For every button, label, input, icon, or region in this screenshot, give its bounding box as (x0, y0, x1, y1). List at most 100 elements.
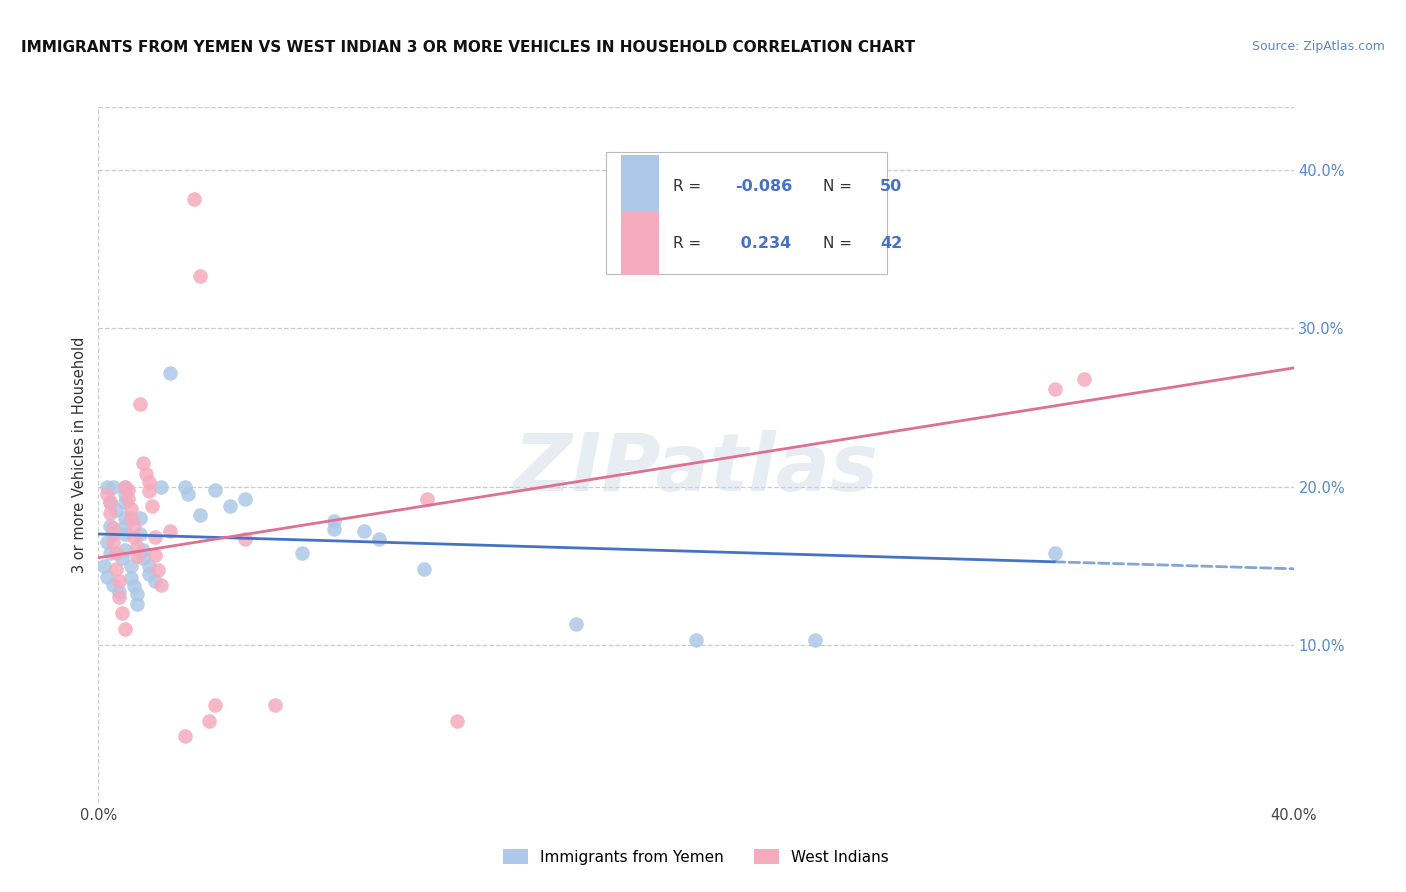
Point (114, 622, 136, 636)
Point (135, 467, 157, 481)
Point (174, 479, 197, 493)
Point (96, 534, 118, 549)
Point (105, 562, 128, 576)
Point (114, 479, 136, 493)
Point (263, 698, 285, 712)
Point (98, 507, 122, 521)
Point (219, 499, 242, 513)
Point (132, 456, 155, 470)
Point (129, 397, 152, 411)
Point (96, 479, 118, 493)
Point (129, 511, 152, 525)
Point (111, 606, 134, 620)
Text: 50: 50 (880, 179, 903, 194)
Point (103, 577, 125, 591)
Point (124, 530, 146, 544)
Text: Source: ZipAtlas.com: Source: ZipAtlas.com (1251, 40, 1385, 54)
Point (1043, 382, 1066, 396)
Point (138, 475, 160, 489)
Point (108, 591, 131, 605)
Point (138, 558, 160, 573)
Point (120, 501, 142, 516)
Point (183, 192, 205, 206)
Point (132, 542, 155, 557)
Point (565, 617, 588, 632)
Point (188, 269, 211, 284)
Point (124, 519, 146, 533)
Point (1043, 546, 1066, 560)
Point (105, 503, 128, 517)
Text: -0.086: -0.086 (735, 179, 793, 194)
Text: 0.234: 0.234 (735, 236, 792, 251)
Point (108, 585, 131, 599)
Text: N =: N = (823, 179, 856, 194)
Point (120, 511, 142, 525)
Point (98, 495, 122, 509)
Point (141, 499, 163, 513)
Point (353, 524, 375, 538)
Point (143, 574, 166, 589)
Point (127, 549, 149, 563)
Text: N =: N = (823, 236, 856, 251)
Point (127, 540, 149, 554)
Point (177, 487, 200, 501)
FancyBboxPatch shape (620, 212, 659, 275)
Point (138, 566, 160, 581)
Point (446, 714, 468, 728)
Point (159, 366, 181, 380)
Point (105, 546, 128, 560)
Point (127, 587, 149, 601)
Point (159, 524, 181, 538)
Text: ZIPatlas: ZIPatlas (513, 430, 879, 508)
Point (114, 519, 136, 533)
Point (188, 508, 211, 522)
Point (114, 495, 136, 509)
Point (114, 511, 136, 525)
Point (98, 546, 122, 560)
Point (804, 632, 827, 647)
Point (413, 562, 436, 576)
Point (198, 714, 221, 728)
Point (120, 571, 142, 585)
Point (98, 519, 122, 533)
Point (120, 558, 142, 573)
Point (368, 532, 391, 546)
Point (204, 483, 226, 497)
Point (103, 521, 125, 535)
Point (233, 492, 256, 507)
Point (132, 550, 155, 565)
Point (291, 546, 314, 560)
Point (103, 527, 125, 541)
Point (127, 597, 149, 611)
FancyBboxPatch shape (620, 155, 659, 218)
Point (98, 495, 122, 509)
Point (111, 550, 134, 565)
FancyBboxPatch shape (606, 153, 887, 274)
Point (143, 530, 166, 544)
Point (323, 514, 346, 528)
Point (150, 577, 173, 591)
Point (114, 487, 136, 501)
Point (323, 522, 346, 536)
Point (143, 548, 166, 562)
Point (114, 527, 136, 541)
Point (103, 479, 125, 493)
Point (138, 484, 160, 499)
Point (129, 527, 152, 541)
Point (114, 542, 136, 557)
Y-axis label: 3 or more Vehicles in Household: 3 or more Vehicles in Household (72, 337, 87, 573)
Point (685, 632, 707, 647)
Point (108, 574, 131, 589)
Point (148, 563, 170, 577)
Point (233, 532, 256, 546)
Point (416, 492, 439, 507)
Point (117, 483, 139, 497)
Point (103, 534, 125, 549)
Point (124, 579, 146, 593)
Point (117, 492, 139, 507)
Legend: Immigrants from Yemen, West Indians: Immigrants from Yemen, West Indians (503, 849, 889, 864)
Text: 42: 42 (880, 236, 903, 251)
Point (93, 558, 115, 573)
Point (204, 698, 226, 712)
Point (174, 730, 197, 744)
